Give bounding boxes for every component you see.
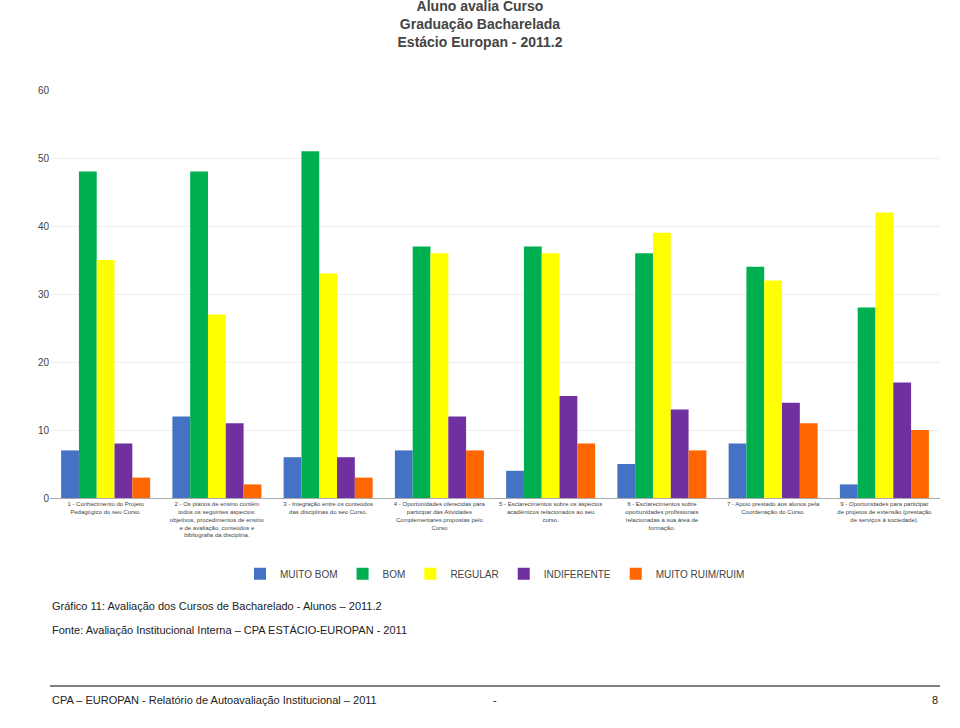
svg-text:8: 8 xyxy=(932,694,938,706)
svg-text:INDIFERENTE: INDIFERENTE xyxy=(544,569,611,580)
svg-text:50: 50 xyxy=(38,153,50,164)
svg-text:-: - xyxy=(493,694,497,706)
svg-text:2 - Os planos de ensino contêm: 2 - Os planos de ensino contêmtodos os s… xyxy=(170,501,265,538)
svg-text:4 - Oportunidades oferecidas p: 4 - Oportunidades oferecidas parapartici… xyxy=(394,501,486,530)
svg-text:1 - Conhecimento do ProjetoPed: 1 - Conhecimento do ProjetoPedagógico do… xyxy=(67,501,144,515)
svg-text:0: 0 xyxy=(43,493,49,504)
svg-text:BOM: BOM xyxy=(383,569,406,580)
svg-text:7 - Apoio prestado aos alunos: 7 - Apoio prestado aos alunos pelaCoorde… xyxy=(727,501,820,515)
svg-text:CPA – EUROPAN - Relatório de A: CPA – EUROPAN - Relatório de Autoavaliaç… xyxy=(52,694,377,706)
svg-text:10: 10 xyxy=(38,425,50,436)
svg-text:REGULAR: REGULAR xyxy=(450,569,498,580)
svg-text:Aluno avalia CursoGraduação Ba: Aluno avalia CursoGraduação BachareladaE… xyxy=(398,0,563,50)
svg-text:30: 30 xyxy=(38,289,50,300)
svg-text:40: 40 xyxy=(38,221,50,232)
svg-text:5 - Esclarecimentos sobre os a: 5 - Esclarecimentos sobre os aspectosaca… xyxy=(499,501,602,523)
svg-text:Fonte: Avaliação Institucional: Fonte: Avaliação Institucional Interna –… xyxy=(52,624,407,636)
svg-text:MUITO BOM: MUITO BOM xyxy=(280,569,338,580)
svg-text:MUITO RUIM/RUIM: MUITO RUIM/RUIM xyxy=(656,569,745,580)
svg-text:9 - Oportunidades para partici: 9 - Oportunidades para participarde proj… xyxy=(837,501,932,523)
svg-text:Gráfico 11: Avaliação dos Curs: Gráfico 11: Avaliação dos Cursos de Bach… xyxy=(52,600,382,612)
svg-text:3 - Integração entre os conteú: 3 - Integração entre os conteúdosdas dis… xyxy=(283,501,373,515)
svg-text:20: 20 xyxy=(38,357,50,368)
svg-text:60: 60 xyxy=(38,85,50,96)
svg-text:6 - Esclarecimentos sobreoport: 6 - Esclarecimentos sobreoportunidades p… xyxy=(625,501,698,530)
